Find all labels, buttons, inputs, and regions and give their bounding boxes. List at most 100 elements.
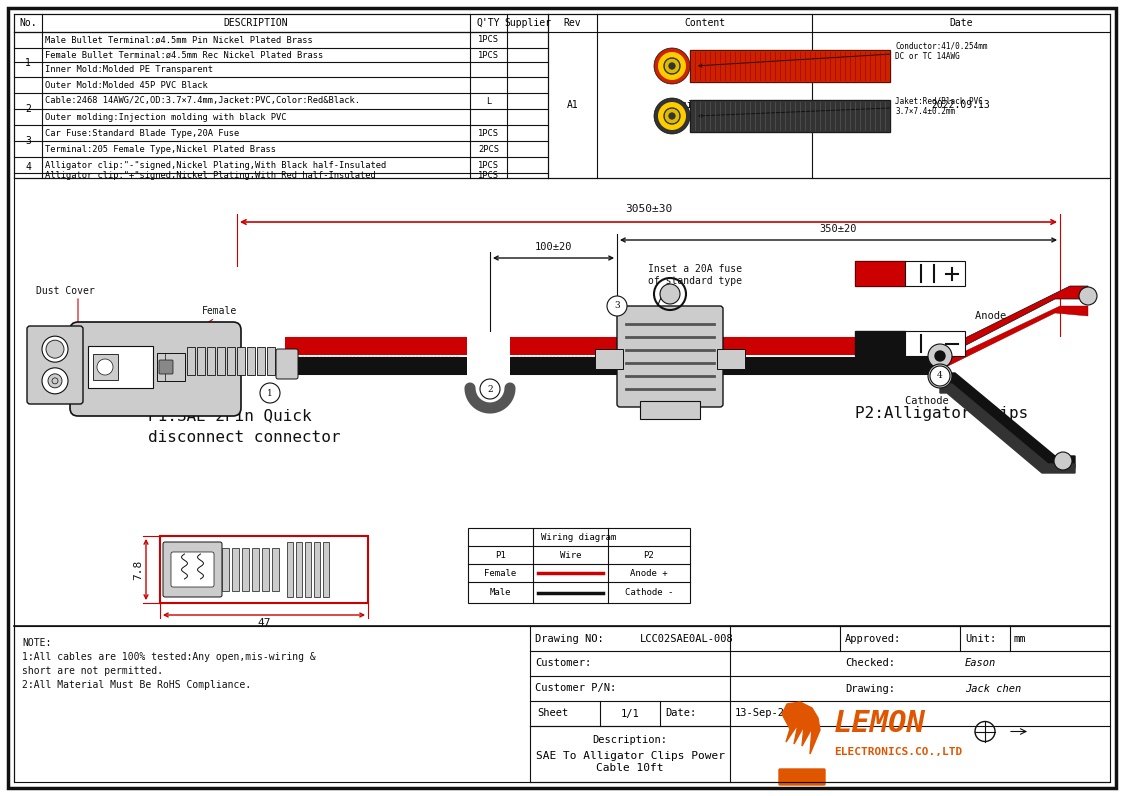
Bar <box>262 548 269 591</box>
Text: Drawing:: Drawing: <box>845 684 895 693</box>
Text: 1: 1 <box>25 57 31 68</box>
Text: Q'TY: Q'TY <box>477 18 500 28</box>
FancyBboxPatch shape <box>779 769 825 785</box>
Polygon shape <box>782 702 821 754</box>
Circle shape <box>660 284 680 304</box>
Circle shape <box>673 110 674 111</box>
Polygon shape <box>940 373 1075 468</box>
Circle shape <box>677 64 678 65</box>
Circle shape <box>673 70 674 72</box>
Circle shape <box>676 68 677 71</box>
Text: 4: 4 <box>937 372 943 380</box>
Text: LEMON: LEMON <box>834 709 926 739</box>
Text: Inner Mold:Molded PE Transparent: Inner Mold:Molded PE Transparent <box>45 65 214 74</box>
Bar <box>257 347 265 375</box>
FancyBboxPatch shape <box>163 542 223 597</box>
Text: Jaket:Red/Black PVC
3.7×7.4±0.2mm: Jaket:Red/Black PVC 3.7×7.4±0.2mm <box>699 96 982 117</box>
Text: short are not permitted.: short are not permitted. <box>22 666 163 676</box>
FancyBboxPatch shape <box>158 360 173 374</box>
Circle shape <box>665 115 668 118</box>
Circle shape <box>260 383 280 403</box>
Circle shape <box>674 69 677 72</box>
Text: Terminal:205 Female Type,Nickel Plated Brass: Terminal:205 Female Type,Nickel Plated B… <box>45 145 277 154</box>
Circle shape <box>665 115 668 116</box>
Circle shape <box>677 66 679 68</box>
Circle shape <box>668 119 669 121</box>
Circle shape <box>670 71 672 72</box>
Circle shape <box>665 116 668 119</box>
Bar <box>905 261 966 286</box>
Circle shape <box>668 111 669 113</box>
Text: Checked:: Checked: <box>845 658 895 669</box>
Circle shape <box>676 118 678 120</box>
Circle shape <box>677 116 679 118</box>
Text: 1:All cables are 100% tested:Any open,mis-wiring &: 1:All cables are 100% tested:Any open,mi… <box>22 652 316 662</box>
Text: 13-Sep-2022: 13-Sep-2022 <box>735 708 804 719</box>
FancyBboxPatch shape <box>277 349 298 379</box>
Text: SAE To Alligator Clips Power
Cable 10ft: SAE To Alligator Clips Power Cable 10ft <box>535 751 725 773</box>
Circle shape <box>668 69 670 72</box>
Bar <box>855 331 905 356</box>
Circle shape <box>480 379 500 399</box>
Circle shape <box>97 359 114 375</box>
Bar <box>197 347 205 375</box>
Circle shape <box>677 115 679 117</box>
Text: 1PCS: 1PCS <box>478 161 499 170</box>
Text: 350±20: 350±20 <box>819 224 858 234</box>
Text: 2PCS: 2PCS <box>478 145 499 154</box>
Circle shape <box>672 110 674 111</box>
Text: Anode +: Anode + <box>631 568 668 578</box>
Circle shape <box>665 113 668 115</box>
Bar <box>223 548 229 591</box>
Circle shape <box>1079 287 1097 305</box>
Polygon shape <box>940 384 1075 473</box>
Bar <box>855 261 905 286</box>
Text: Date: Date <box>950 18 972 28</box>
Bar <box>207 347 215 375</box>
FancyBboxPatch shape <box>617 306 723 407</box>
Bar <box>296 542 302 597</box>
Circle shape <box>670 60 671 62</box>
Text: No.: No. <box>19 18 37 28</box>
Text: Customer P/N:: Customer P/N: <box>535 684 616 693</box>
Circle shape <box>664 58 680 74</box>
Text: Rev: Rev <box>564 18 581 28</box>
Text: Alligator clip:"-"signed,Nickel Plating,With Black half-Insulated: Alligator clip:"-"signed,Nickel Plating,… <box>45 161 387 170</box>
Polygon shape <box>940 286 1088 356</box>
Bar <box>287 542 293 597</box>
Circle shape <box>46 340 64 358</box>
Circle shape <box>676 62 678 64</box>
Text: ELECTRONICS.CO.,LTD: ELECTRONICS.CO.,LTD <box>834 747 962 757</box>
Text: 1PCS: 1PCS <box>478 128 499 138</box>
Bar <box>305 542 311 597</box>
Text: Outer molding:Injection molding with black PVC: Outer molding:Injection molding with bla… <box>45 112 287 122</box>
Text: Male Bullet Terminal:ø4.5mm Pin Nickel Plated Brass: Male Bullet Terminal:ø4.5mm Pin Nickel P… <box>45 36 312 45</box>
Circle shape <box>665 65 668 68</box>
Circle shape <box>928 364 952 388</box>
Text: Anode +: Anode + <box>975 311 1018 321</box>
Circle shape <box>667 61 669 64</box>
Bar <box>252 548 259 591</box>
Bar <box>247 347 255 375</box>
Circle shape <box>928 344 952 368</box>
Circle shape <box>676 112 678 115</box>
Circle shape <box>668 111 670 112</box>
Circle shape <box>607 296 627 316</box>
Circle shape <box>671 71 673 72</box>
Text: Customer:: Customer: <box>535 658 591 669</box>
Circle shape <box>667 111 669 114</box>
Circle shape <box>676 68 678 69</box>
Text: Wiring diagram: Wiring diagram <box>542 533 617 541</box>
Text: Female: Female <box>202 306 237 316</box>
Text: 7.8: 7.8 <box>133 560 143 579</box>
Bar <box>272 548 279 591</box>
Text: NOTE:: NOTE: <box>22 638 52 648</box>
Bar <box>468 528 690 603</box>
Circle shape <box>669 60 671 62</box>
Bar <box>690 100 890 132</box>
Bar <box>717 349 745 369</box>
Bar <box>314 542 320 597</box>
Circle shape <box>1054 452 1072 470</box>
Text: Description:: Description: <box>592 735 668 745</box>
Circle shape <box>654 98 690 134</box>
